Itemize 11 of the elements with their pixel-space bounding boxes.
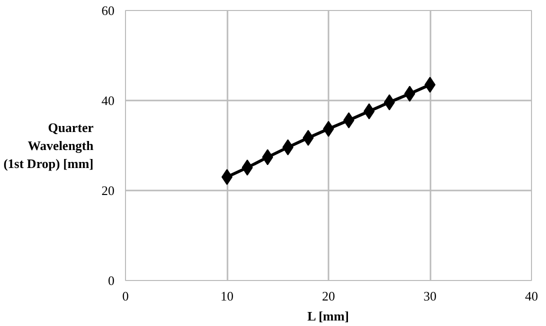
y-tick-label: 60 <box>102 3 114 18</box>
x-tick-label: 40 <box>525 288 538 304</box>
y-axis-title: Quarter Wavelength (1st Drop) [mm] <box>3 120 94 171</box>
y-tick-label: 0 <box>108 273 114 288</box>
x-tick-label: 0 <box>122 288 129 304</box>
y-tick-label: 40 <box>102 93 114 108</box>
x-tick-label: 10 <box>220 288 234 304</box>
x-tick-label: 20 <box>322 288 335 304</box>
x-axis-title: L [mm] <box>307 308 349 324</box>
y-tick-label: 20 <box>102 183 114 198</box>
x-tick-label: 30 <box>424 288 436 304</box>
